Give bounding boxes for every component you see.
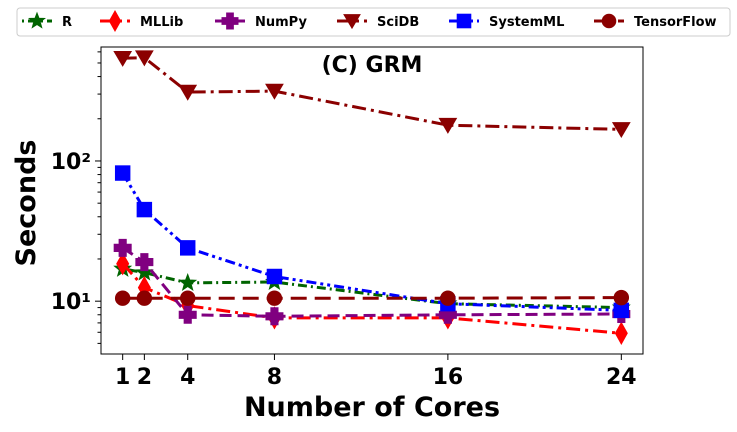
legend-marker — [343, 14, 361, 30]
data-point — [113, 238, 132, 257]
legend-marker — [456, 13, 472, 29]
legend-label: SciDB — [377, 15, 419, 30]
x-tick-label: 2 — [137, 365, 152, 390]
legend-entry: R — [22, 11, 72, 30]
data-point — [116, 252, 130, 276]
legend-label: MLLib — [140, 15, 183, 30]
data-point — [613, 289, 630, 306]
data-point — [440, 290, 456, 306]
legend-marker — [221, 12, 239, 30]
data-point — [265, 307, 284, 326]
legend-entry: SciDB — [337, 14, 419, 30]
series-systemml — [114, 165, 630, 319]
y-tick-label: 10² — [51, 150, 91, 175]
legend-label: R — [62, 15, 72, 30]
data-point — [113, 50, 133, 67]
legend-marker — [108, 9, 122, 33]
series-layer — [113, 50, 631, 345]
data-point — [136, 290, 153, 306]
y-axis: 10¹ 10² — [51, 47, 102, 354]
legend-marker — [28, 11, 46, 29]
y-axis-label: Seconds — [11, 140, 42, 267]
legend-entry: TensorFlow — [594, 13, 717, 30]
series-line — [122, 267, 622, 310]
data-point — [611, 122, 631, 139]
data-point — [114, 290, 131, 306]
data-point — [179, 290, 196, 306]
legend-entry: NumPy — [215, 12, 307, 30]
legend-label: SystemML — [489, 15, 564, 30]
x-axis-label: Number of Cores — [244, 392, 500, 423]
legend-label: NumPy — [255, 15, 307, 30]
legend-entry: MLLib — [100, 9, 183, 33]
x-tick-label: 4 — [180, 365, 195, 390]
legend-label: TensorFlow — [634, 15, 717, 30]
legend-marker — [601, 13, 617, 29]
data-point — [136, 201, 153, 218]
data-point — [266, 268, 283, 285]
series-line — [122, 296, 622, 300]
series-tensorflow — [114, 289, 630, 306]
data-point — [114, 165, 131, 181]
legend: R MLLib NumPy SciDB SystemML TensorFlow — [16, 7, 731, 37]
legend-frame — [16, 7, 731, 37]
series-line — [122, 56, 622, 131]
x-axis: 1 2 4 8 16 24 — [101, 353, 643, 390]
series-line — [121, 172, 622, 312]
x-tick-label: 1 — [115, 365, 130, 390]
data-point — [178, 84, 198, 101]
data-point — [178, 305, 197, 324]
data-point — [266, 290, 283, 306]
data-point — [614, 321, 628, 345]
x-tick-label: 8 — [267, 365, 282, 390]
data-point — [179, 240, 196, 256]
data-point — [265, 83, 284, 100]
legend-entry: SystemML — [449, 13, 564, 30]
data-point — [178, 272, 198, 291]
x-tick-label: 24 — [606, 365, 637, 390]
data-point — [134, 50, 154, 67]
series-scidb — [113, 50, 631, 139]
data-point — [135, 253, 154, 272]
y-tick-label: 10¹ — [51, 290, 91, 315]
x-tick-label: 16 — [433, 365, 464, 390]
chart-title: (C) GRM — [322, 53, 423, 78]
data-point — [438, 117, 458, 134]
